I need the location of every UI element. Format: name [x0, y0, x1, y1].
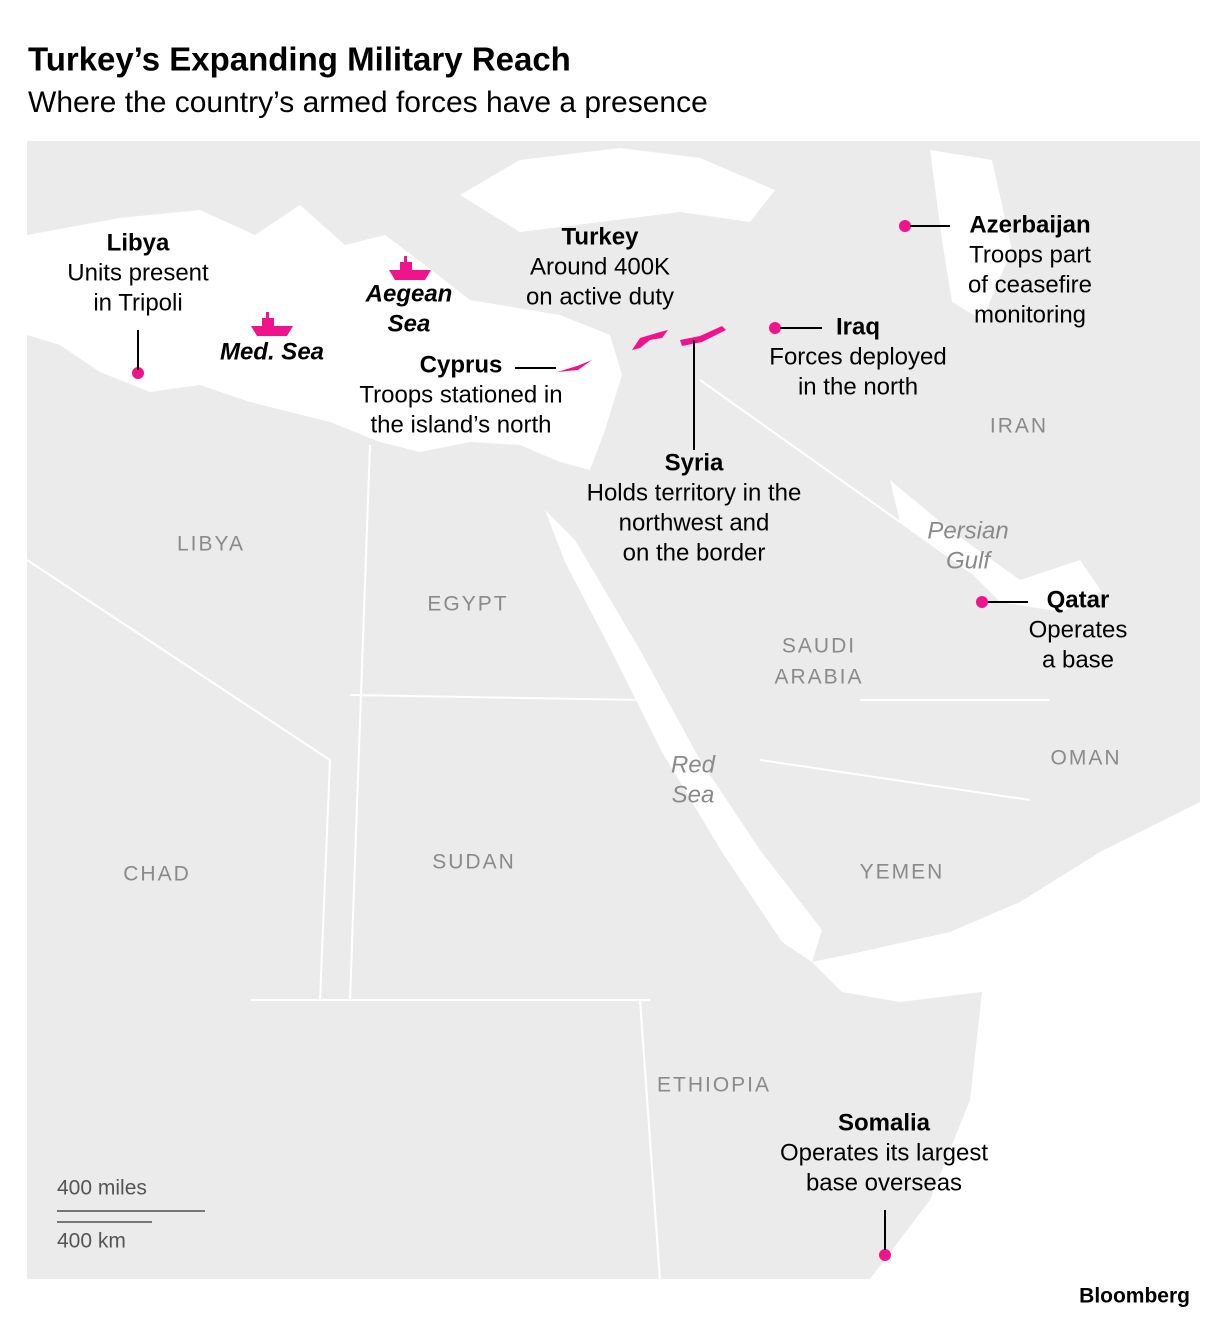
annotation-text: the island’s north	[370, 411, 551, 438]
scale-bar: 400 miles 400 km	[57, 1177, 205, 1253]
country-label: EGYPT	[427, 593, 508, 616]
annotation-name: Cyprus	[420, 351, 503, 378]
scale-label: 400 km	[57, 1230, 126, 1253]
water-label: Aegean	[365, 280, 453, 307]
country-label: ARABIA	[774, 666, 863, 689]
annotation-text: Around 400K	[530, 253, 670, 280]
basemap	[26, 141, 1200, 1281]
annotation-text: on the border	[623, 539, 766, 566]
water-label: Gulf	[946, 547, 992, 574]
annotation-text: northwest and	[619, 509, 770, 536]
water-label: Sea	[672, 781, 715, 808]
annotation-text: Holds territory in the	[587, 479, 802, 506]
country-label: YEMEN	[860, 861, 945, 884]
water-label: Persian	[927, 517, 1008, 544]
country-label: SUDAN	[432, 851, 516, 874]
annotation-text: Units present	[67, 259, 209, 286]
annotation-name: Azerbaijan	[969, 211, 1090, 238]
annotation-name: Qatar	[1047, 586, 1110, 613]
annotation-text: a base	[1042, 646, 1114, 673]
markers	[132, 220, 988, 1261]
annotation-text: base overseas	[806, 1169, 962, 1196]
country-label: IRAN	[990, 415, 1048, 438]
country-label: OMAN	[1051, 747, 1122, 770]
subtitle: Where the country’s armed forces have a …	[28, 86, 708, 119]
water-label: Sea	[388, 310, 431, 337]
country-label: CHAD	[123, 863, 191, 886]
annotation-name: Somalia	[838, 1109, 931, 1136]
country-label: SAUDI	[782, 635, 856, 658]
water-label: Red	[671, 751, 716, 778]
annotation-text: Forces deployed	[769, 343, 946, 370]
annotation-text: of ceasefire	[968, 271, 1092, 298]
scale-label: 400 miles	[57, 1177, 147, 1200]
annotation-text: Operates	[1029, 616, 1128, 643]
annotation-name: Iraq	[836, 313, 880, 340]
source: Bloomberg	[1079, 1285, 1190, 1308]
annotation-text: in the north	[798, 373, 918, 400]
annotation-text: Troops stationed in	[359, 381, 562, 408]
annotation-text: on active duty	[526, 283, 674, 310]
annotation-text: Operates its largest	[780, 1139, 988, 1166]
water-label: Med. Sea	[220, 338, 324, 365]
annotation-name: Syria	[665, 449, 724, 476]
annotation-name: Libya	[107, 229, 170, 256]
title: Turkey’s Expanding Military Reach	[28, 41, 571, 78]
annotation-text: in Tripoli	[93, 289, 182, 316]
country-label: ETHIOPIA	[657, 1074, 771, 1097]
annotation-text: Troops part	[969, 241, 1091, 268]
annotation-name: Turkey	[562, 223, 640, 250]
country-label: LIBYA	[177, 533, 245, 556]
leader-lines	[137, 225, 1028, 1250]
annotation-text: monitoring	[974, 301, 1086, 328]
